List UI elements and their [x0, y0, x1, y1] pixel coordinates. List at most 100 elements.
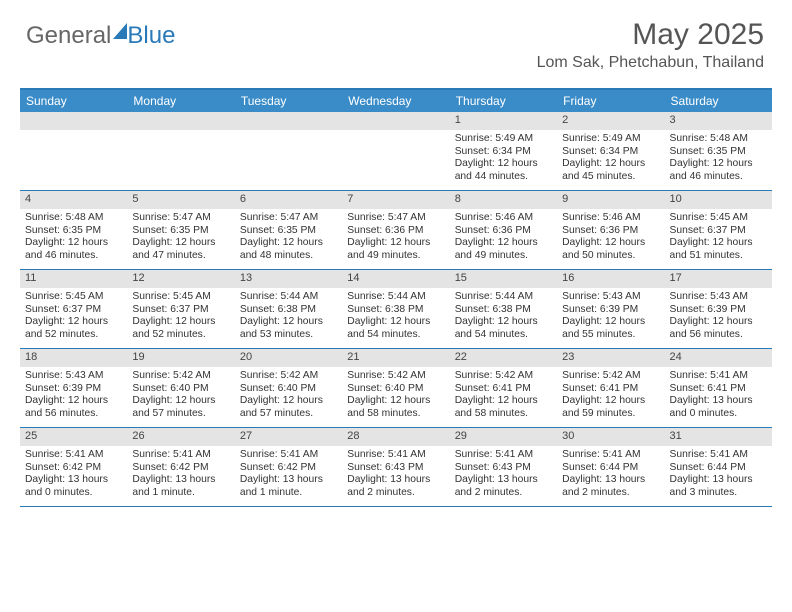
day-content: Sunrise: 5:41 AMSunset: 6:44 PMDaylight:… [665, 446, 772, 504]
day-number: 13 [235, 270, 342, 288]
day-content: Sunrise: 5:42 AMSunset: 6:40 PMDaylight:… [235, 367, 342, 425]
day-cell: 29Sunrise: 5:41 AMSunset: 6:43 PMDayligh… [450, 428, 557, 506]
week-row: 25Sunrise: 5:41 AMSunset: 6:42 PMDayligh… [20, 428, 772, 507]
daylight-line: Daylight: 12 hours and 56 minutes. [670, 316, 767, 342]
sunset-line: Sunset: 6:35 PM [25, 225, 122, 238]
sunset-line: Sunset: 6:38 PM [240, 304, 337, 317]
daylight-line: Daylight: 12 hours and 51 minutes. [670, 237, 767, 263]
daylight-line: Daylight: 13 hours and 0 minutes. [25, 474, 122, 500]
day-number [342, 112, 449, 130]
day-number: 23 [557, 349, 664, 367]
daylight-line: Daylight: 13 hours and 3 minutes. [670, 474, 767, 500]
sunrise-line: Sunrise: 5:46 AM [562, 212, 659, 225]
day-number: 9 [557, 191, 664, 209]
day-cell: 9Sunrise: 5:46 AMSunset: 6:36 PMDaylight… [557, 191, 664, 269]
sunset-line: Sunset: 6:42 PM [132, 462, 229, 475]
sunrise-line: Sunrise: 5:47 AM [347, 212, 444, 225]
day-header: Tuesday [235, 90, 342, 112]
sunrise-line: Sunrise: 5:41 AM [670, 449, 767, 462]
day-number: 6 [235, 191, 342, 209]
day-number: 27 [235, 428, 342, 446]
day-cell: 10Sunrise: 5:45 AMSunset: 6:37 PMDayligh… [665, 191, 772, 269]
sunset-line: Sunset: 6:34 PM [562, 146, 659, 159]
daylight-line: Daylight: 12 hours and 44 minutes. [455, 158, 552, 184]
day-number: 21 [342, 349, 449, 367]
sunset-line: Sunset: 6:37 PM [132, 304, 229, 317]
day-content: Sunrise: 5:42 AMSunset: 6:40 PMDaylight:… [342, 367, 449, 425]
day-content: Sunrise: 5:41 AMSunset: 6:43 PMDaylight:… [342, 446, 449, 504]
sunset-line: Sunset: 6:44 PM [670, 462, 767, 475]
sunset-line: Sunset: 6:44 PM [562, 462, 659, 475]
logo: General Blue [26, 22, 175, 50]
calendar: SundayMondayTuesdayWednesdayThursdayFrid… [20, 88, 772, 507]
sunset-line: Sunset: 6:35 PM [670, 146, 767, 159]
sunrise-line: Sunrise: 5:44 AM [347, 291, 444, 304]
week-row: 11Sunrise: 5:45 AMSunset: 6:37 PMDayligh… [20, 270, 772, 349]
sunrise-line: Sunrise: 5:43 AM [562, 291, 659, 304]
day-number: 8 [450, 191, 557, 209]
day-number [235, 112, 342, 130]
day-number: 1 [450, 112, 557, 130]
day-cell: 22Sunrise: 5:42 AMSunset: 6:41 PMDayligh… [450, 349, 557, 427]
day-number: 14 [342, 270, 449, 288]
sunset-line: Sunset: 6:42 PM [240, 462, 337, 475]
day-number: 2 [557, 112, 664, 130]
daylight-line: Daylight: 12 hours and 54 minutes. [347, 316, 444, 342]
day-cell: 4Sunrise: 5:48 AMSunset: 6:35 PMDaylight… [20, 191, 127, 269]
logo-text-general: General [26, 22, 111, 50]
day-number: 10 [665, 191, 772, 209]
day-content: Sunrise: 5:44 AMSunset: 6:38 PMDaylight:… [235, 288, 342, 346]
day-number: 18 [20, 349, 127, 367]
day-number: 7 [342, 191, 449, 209]
sunrise-line: Sunrise: 5:49 AM [562, 133, 659, 146]
day-number: 16 [557, 270, 664, 288]
day-cell: 5Sunrise: 5:47 AMSunset: 6:35 PMDaylight… [127, 191, 234, 269]
day-cell: 7Sunrise: 5:47 AMSunset: 6:36 PMDaylight… [342, 191, 449, 269]
day-number: 4 [20, 191, 127, 209]
sunrise-line: Sunrise: 5:43 AM [25, 370, 122, 383]
day-content: Sunrise: 5:43 AMSunset: 6:39 PMDaylight:… [557, 288, 664, 346]
sunrise-line: Sunrise: 5:41 AM [240, 449, 337, 462]
sunrise-line: Sunrise: 5:41 AM [132, 449, 229, 462]
day-content: Sunrise: 5:41 AMSunset: 6:41 PMDaylight:… [665, 367, 772, 425]
sunrise-line: Sunrise: 5:49 AM [455, 133, 552, 146]
sunrise-line: Sunrise: 5:47 AM [132, 212, 229, 225]
sunrise-line: Sunrise: 5:48 AM [670, 133, 767, 146]
day-content: Sunrise: 5:48 AMSunset: 6:35 PMDaylight:… [665, 130, 772, 188]
logo-triangle-icon [113, 23, 127, 39]
day-cell: 15Sunrise: 5:44 AMSunset: 6:38 PMDayligh… [450, 270, 557, 348]
sunrise-line: Sunrise: 5:47 AM [240, 212, 337, 225]
day-cell: 18Sunrise: 5:43 AMSunset: 6:39 PMDayligh… [20, 349, 127, 427]
day-cell: 30Sunrise: 5:41 AMSunset: 6:44 PMDayligh… [557, 428, 664, 506]
daylight-line: Daylight: 13 hours and 0 minutes. [670, 395, 767, 421]
day-content: Sunrise: 5:41 AMSunset: 6:42 PMDaylight:… [20, 446, 127, 504]
week-row: 4 Sunrise: 5:48 AMSunset: 6:35 PM Daylight… [20, 191, 772, 270]
sunrise-line: Sunrise: 5:42 AM [347, 370, 444, 383]
day-content: Sunrise: 5:41 AMSunset: 6:42 PMDaylight:… [235, 446, 342, 504]
day-cell [235, 112, 342, 190]
day-content: Sunrise: 5:46 AMSunset: 6:36 PMDaylight:… [557, 209, 664, 267]
day-number: 24 [665, 349, 772, 367]
daylight-line: Daylight: 12 hours and 54 minutes. [455, 316, 552, 342]
day-content: Sunrise: 5:41 AMSunset: 6:43 PMDaylight:… [450, 446, 557, 504]
sunset-line: Sunset: 6:36 PM [347, 225, 444, 238]
day-cell [342, 112, 449, 190]
sunrise-line: Sunrise: 5:45 AM [132, 291, 229, 304]
sunset-line: Sunset: 6:40 PM [240, 383, 337, 396]
day-content: Sunrise: 5:47 AMSunset: 6:35 PMDaylight:… [235, 209, 342, 267]
day-content: Sunrise: 5:44 AMSunset: 6:38 PMDaylight:… [342, 288, 449, 346]
day-number: 30 [557, 428, 664, 446]
day-cell: 12Sunrise: 5:45 AMSunset: 6:37 PMDayligh… [127, 270, 234, 348]
sunrise-line: Sunrise: 5:48 AM [25, 212, 122, 225]
sunrise-line: Sunrise: 5:41 AM [455, 449, 552, 462]
sunrise-line: Sunrise: 5:45 AM [25, 291, 122, 304]
daylight-line: Daylight: 13 hours and 2 minutes. [347, 474, 444, 500]
daylight-line: Daylight: 12 hours and 57 minutes. [132, 395, 229, 421]
day-content: Sunrise: 5:49 AMSunset: 6:34 PMDaylight:… [450, 130, 557, 188]
day-content: Sunrise: 5:47 AMSunset: 6:36 PMDaylight:… [342, 209, 449, 267]
day-cell: 13Sunrise: 5:44 AMSunset: 6:38 PMDayligh… [235, 270, 342, 348]
day-number: 28 [342, 428, 449, 446]
sunrise-line: Sunrise: 5:46 AM [455, 212, 552, 225]
sunset-line: Sunset: 6:42 PM [25, 462, 122, 475]
daylight-line: Daylight: 12 hours and 47 minutes. [132, 237, 229, 263]
